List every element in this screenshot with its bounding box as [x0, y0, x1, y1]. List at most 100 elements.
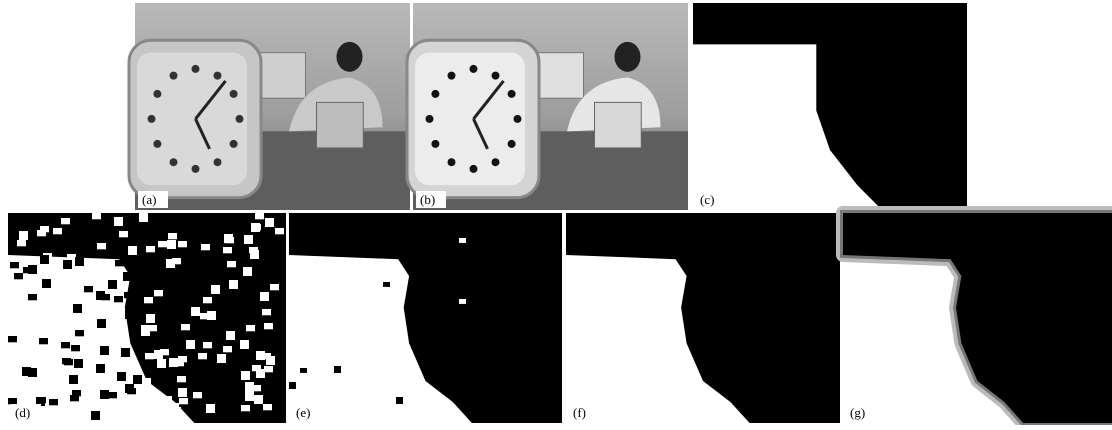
noise-pixel: [167, 240, 176, 249]
panel: (d): [8, 213, 286, 423]
noise-pixel: [133, 375, 142, 384]
noise-pixel: [198, 353, 207, 359]
noise-pixel: [127, 388, 136, 394]
noise-pixel: [100, 346, 109, 355]
panel: (c): [693, 3, 967, 210]
panel-label: (a): [142, 192, 156, 207]
figure: (a) (b) (c) (d) (e) (f) (g): [0, 0, 1112, 425]
noise-pixel: [178, 356, 187, 362]
noise-pixel: [334, 366, 341, 373]
noise-pixel: [177, 376, 186, 382]
clock-mark: [236, 115, 244, 123]
noise-pixel: [241, 405, 250, 411]
noise-pixel: [145, 353, 154, 359]
3m-box: [317, 102, 364, 148]
noise-pixel: [75, 330, 84, 336]
noise-pixel: [61, 342, 70, 348]
noise-pixel: [172, 258, 181, 264]
noise-pixel: [40, 255, 49, 264]
noise-pixel: [101, 294, 110, 300]
noise-pixel: [49, 399, 58, 405]
clock-mark: [170, 72, 178, 80]
clock-mark: [470, 65, 478, 73]
noise-pixel: [211, 285, 220, 294]
noise-pixel: [146, 246, 155, 252]
person-head: [337, 42, 363, 72]
noise-pixel: [92, 213, 101, 219]
noise-pixel: [42, 279, 51, 288]
noise-pixel: [28, 294, 37, 300]
noise-pixel: [255, 213, 264, 219]
noise-pixel: [229, 280, 238, 289]
noise-pixel: [181, 324, 190, 330]
noise-pixel: [123, 272, 132, 281]
noise-pixel: [240, 340, 249, 349]
clock-mark: [448, 72, 456, 80]
noise-pixel: [241, 371, 250, 380]
noise-pixel: [62, 358, 71, 364]
noise-pixel: [97, 243, 106, 249]
noise-pixel: [226, 331, 235, 340]
noise-pixel: [396, 397, 403, 404]
noise-pixel: [265, 218, 274, 227]
noise-pixel: [72, 390, 81, 396]
noise-pixel: [168, 233, 177, 239]
noise-pixel: [178, 241, 187, 247]
noise-pixel: [249, 247, 258, 253]
clock-mark: [448, 158, 456, 166]
noise-pixel: [172, 407, 181, 416]
noise-pixel: [139, 213, 148, 222]
noise-pixel: [244, 236, 253, 242]
noise-pixel: [300, 368, 307, 373]
noise-pixel: [108, 280, 117, 289]
noise-pixel: [144, 297, 153, 303]
noise-pixel: [243, 267, 252, 276]
clock-mark: [431, 90, 439, 98]
panel-label: (e): [296, 405, 310, 420]
noise-pixel: [108, 392, 117, 398]
noise-pixel: [251, 223, 260, 232]
noise-pixel: [200, 313, 209, 319]
noise-pixel: [19, 231, 28, 240]
noise-pixel: [121, 348, 130, 357]
noise-pixel: [459, 299, 466, 304]
noise-pixel: [8, 398, 17, 404]
clock-mark: [214, 72, 222, 80]
panel-label: (f): [573, 405, 586, 420]
panel: (g): [843, 213, 1112, 423]
noise-pixel: [114, 217, 123, 226]
noise-pixel: [117, 372, 126, 381]
clock-mark: [170, 158, 178, 166]
clock-mark: [230, 140, 238, 148]
panel: (e): [289, 213, 562, 423]
person-head: [615, 42, 641, 72]
noise-pixel: [128, 246, 137, 255]
noise-pixel: [142, 378, 151, 384]
clock-mark: [514, 115, 522, 123]
noise-pixel: [254, 395, 263, 404]
noise-pixel: [154, 290, 163, 296]
noise-pixel: [119, 231, 128, 237]
noise-pixel: [201, 244, 210, 250]
noise-pixel: [178, 388, 187, 397]
3m-box: [595, 102, 642, 148]
panel-label: (c): [700, 192, 714, 207]
noise-pixel: [383, 282, 390, 287]
noise-pixel: [100, 390, 109, 399]
noise-pixel: [224, 234, 233, 243]
noise-pixel: [75, 257, 84, 266]
noise-pixel: [289, 382, 296, 389]
noise-pixel: [246, 325, 255, 331]
noise-pixel: [191, 307, 200, 316]
clock-mark: [153, 140, 161, 148]
panel: (b): [407, 3, 688, 210]
noise-pixel: [96, 364, 105, 373]
noise-pixel: [28, 265, 37, 274]
noise-pixel: [84, 286, 93, 292]
noise-pixel: [73, 304, 82, 313]
noise-pixel: [158, 241, 167, 247]
noise-pixel: [459, 238, 466, 243]
noise-pixel: [115, 260, 124, 266]
clock-mark: [214, 158, 222, 166]
noise-pixel: [91, 411, 100, 420]
